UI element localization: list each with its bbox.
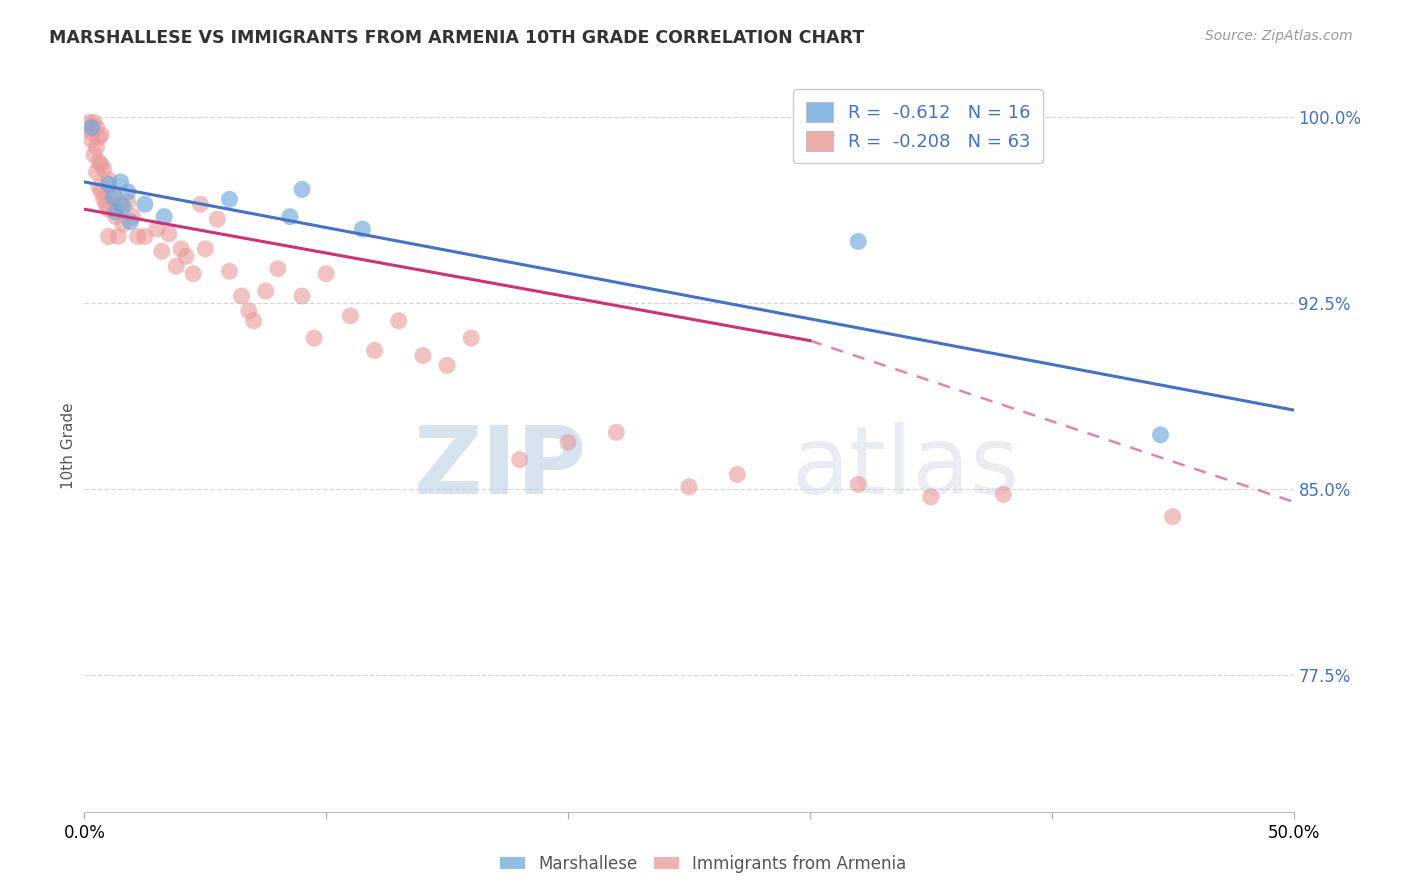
Point <box>127 229 149 244</box>
Point <box>339 309 361 323</box>
Point <box>77 115 100 129</box>
Point <box>678 480 700 494</box>
Point <box>120 214 142 228</box>
Point <box>103 187 125 202</box>
Point <box>1149 427 1171 442</box>
Point <box>157 227 180 241</box>
Point <box>412 349 434 363</box>
Legend: R =  -0.612   N = 16, R =  -0.208   N = 63: R = -0.612 N = 16, R = -0.208 N = 63 <box>793 89 1043 163</box>
Point <box>846 235 869 249</box>
Point <box>165 259 187 273</box>
Point <box>134 197 156 211</box>
Point <box>87 155 110 169</box>
Point <box>1161 509 1184 524</box>
Text: Source: ZipAtlas.com: Source: ZipAtlas.com <box>1205 29 1353 43</box>
Point <box>86 120 108 135</box>
Point <box>170 242 193 256</box>
Point <box>207 212 229 227</box>
Point <box>104 210 127 224</box>
Point <box>94 197 117 211</box>
Point <box>605 425 627 440</box>
Point <box>509 452 531 467</box>
Point <box>150 244 173 259</box>
Point <box>86 165 108 179</box>
Point <box>80 120 103 135</box>
Point <box>278 210 301 224</box>
Point <box>97 178 120 192</box>
Point <box>80 125 103 139</box>
Point <box>181 267 204 281</box>
Point <box>117 194 139 209</box>
Point <box>846 477 869 491</box>
Point <box>557 435 579 450</box>
Point <box>97 229 120 244</box>
Point <box>315 267 337 281</box>
Point <box>110 175 132 189</box>
Point <box>352 222 374 236</box>
Point <box>993 487 1015 501</box>
Point <box>121 210 143 224</box>
Point <box>93 162 115 177</box>
Point <box>231 289 253 303</box>
Point <box>363 343 385 358</box>
Point <box>90 128 112 142</box>
Point <box>267 261 290 276</box>
Point <box>90 185 112 199</box>
Point <box>302 331 325 345</box>
Text: ZIP: ZIP <box>413 422 586 514</box>
Point <box>86 140 108 154</box>
Point <box>104 204 127 219</box>
Point <box>87 180 110 194</box>
Point <box>153 210 176 224</box>
Text: MARSHALLESE VS IMMIGRANTS FROM ARMENIA 10TH GRADE CORRELATION CHART: MARSHALLESE VS IMMIGRANTS FROM ARMENIA 1… <box>49 29 865 46</box>
Point <box>436 359 458 373</box>
Point <box>112 200 135 214</box>
Point <box>291 182 314 196</box>
Point <box>238 304 260 318</box>
Point <box>725 467 748 482</box>
Point <box>97 202 120 217</box>
Point <box>83 147 105 161</box>
Point <box>194 242 217 256</box>
Point <box>134 229 156 244</box>
Legend: Marshallese, Immigrants from Armenia: Marshallese, Immigrants from Armenia <box>494 848 912 880</box>
Point <box>80 133 103 147</box>
Point <box>174 249 197 263</box>
Point <box>218 192 240 206</box>
Point <box>460 331 482 345</box>
Point <box>920 490 942 504</box>
Text: atlas: atlas <box>792 422 1019 514</box>
Point <box>90 158 112 172</box>
Point <box>190 197 212 211</box>
Point <box>110 197 132 211</box>
Y-axis label: 10th Grade: 10th Grade <box>60 402 76 490</box>
Point <box>83 115 105 129</box>
Point <box>97 172 120 186</box>
Point <box>388 314 411 328</box>
Point <box>107 229 129 244</box>
Point <box>112 217 135 231</box>
Point <box>103 190 125 204</box>
Point <box>87 130 110 145</box>
Point <box>117 185 139 199</box>
Point <box>218 264 240 278</box>
Point <box>93 192 115 206</box>
Point <box>146 222 169 236</box>
Point <box>291 289 314 303</box>
Point <box>242 314 264 328</box>
Point <box>254 284 277 298</box>
